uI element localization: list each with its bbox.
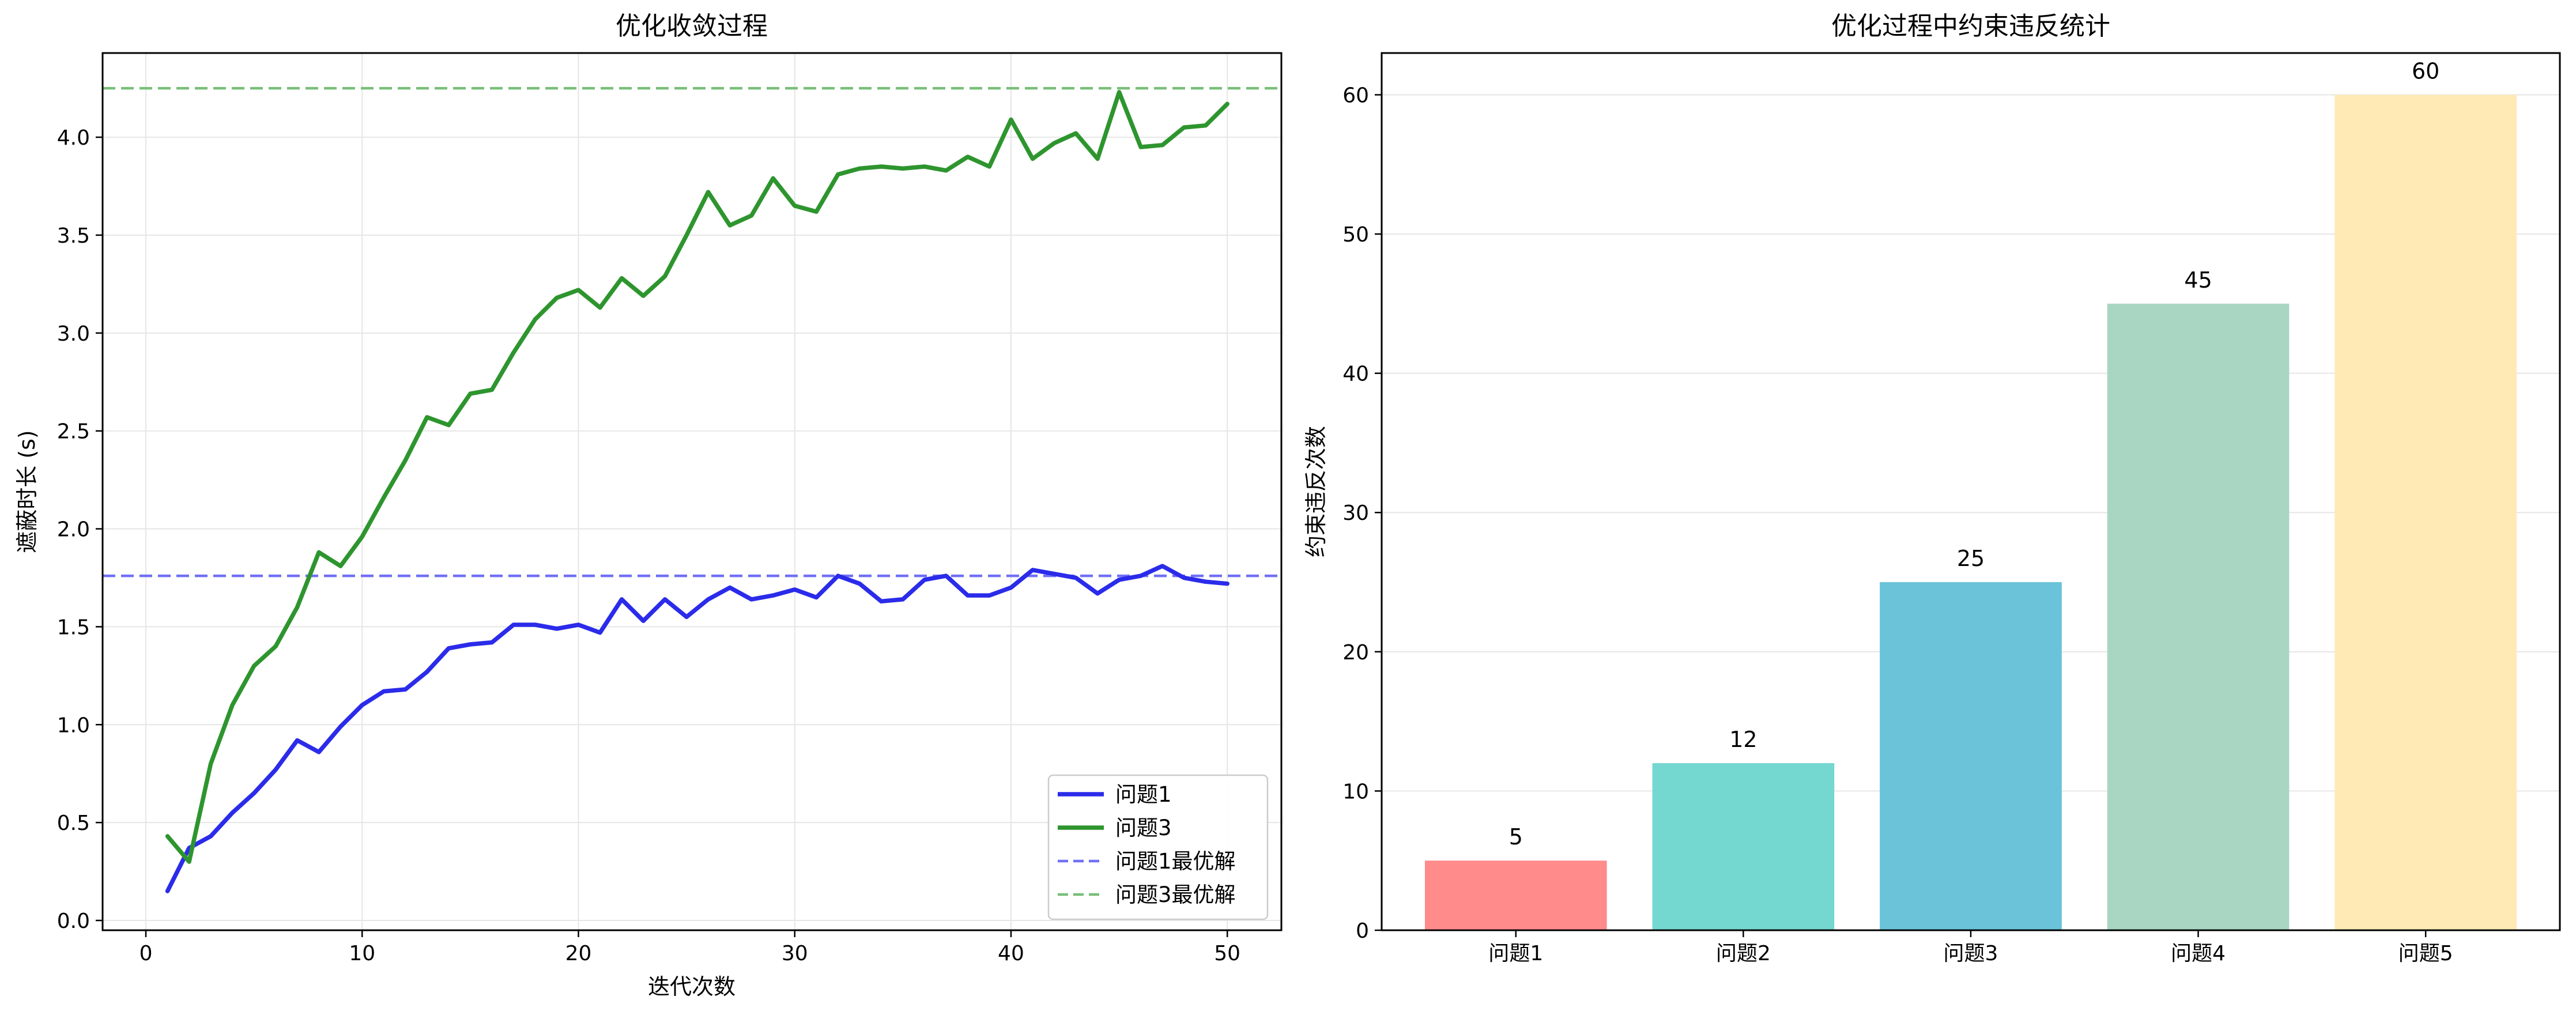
legend-label-3: 问题1最优解 [1115,849,1236,874]
legend-label-1: 问题1 [1115,782,1172,807]
y-tick-label: 30 [1342,501,1369,525]
bar-1 [1424,861,1607,930]
bar-value-label-3: 25 [1957,546,1985,571]
violations-x-ticks: 问题1 问题2 问题3 问题4 问题5 [1488,930,2453,965]
x-tick-label: 问题5 [2398,942,2453,965]
legend-label-4: 问题3最优解 [1115,882,1236,907]
x-tick-label: 20 [565,942,592,965]
convergence-y-ticks: 0.0 0.5 1.0 1.5 2.0 2.5 3.0 3.5 4.0 [57,126,103,933]
violations-chart-title: 优化过程中约束违反统计 [1831,12,2110,41]
legend-label-2: 问题3 [1115,816,1172,840]
y-tick-label: 1.0 [57,714,90,737]
convergence-x-ticks: 0 10 20 30 40 50 [139,930,1240,965]
x-tick-label: 问题4 [2171,942,2226,965]
bar-4 [2107,303,2290,930]
convergence-chart-title: 优化收敛过程 [616,12,768,41]
x-tick-label: 问题3 [1944,942,1998,965]
y-tick-label: 2.5 [57,420,90,444]
violations-y-ticks: 0 10 20 30 40 50 60 [1342,84,1382,943]
series-line-2 [165,90,1229,864]
x-tick-label: 30 [782,942,808,965]
y-tick-label: 60 [1342,84,1369,107]
y-tick-label: 40 [1342,363,1369,386]
bar-value-label-4: 45 [2184,267,2212,293]
convergence-x-axis-label: 迭代次数 [648,974,736,999]
bar-3 [1880,582,2062,930]
y-tick-label: 20 [1342,641,1369,665]
convergence-gridlines [103,53,1281,930]
y-tick-label: 0.0 [57,909,90,933]
x-tick-label: 10 [349,942,375,965]
convergence-y-axis-label: 遮蔽时长 (s) [14,430,40,553]
y-tick-label: 4.0 [57,126,90,150]
bar-2 [1652,763,1835,930]
y-tick-label: 3.5 [57,224,90,248]
y-tick-label: 2.0 [57,518,90,542]
bar-value-label-1: 5 [1509,824,1523,850]
violations-y-axis-label: 约束违反次数 [1303,426,1329,557]
y-tick-label: 0 [1356,919,1369,943]
y-tick-label: 3.0 [57,322,90,346]
convergence-chart: 0 10 20 30 40 50 0.00.51.01.52.02.53.03.54.0 … [14,12,1283,999]
x-tick-label: 40 [998,942,1024,965]
bar-value-label-5: 60 [2412,58,2439,84]
violations-bars [1424,95,2517,930]
y-tick-label: 50 [1342,223,1369,247]
convergence-series-lines [165,90,1229,893]
y-tick-label: 1.5 [57,616,90,639]
x-tick-label: 0 [139,942,153,965]
y-tick-label: 0.5 [57,812,90,835]
x-tick-label: 问题2 [1716,942,1771,965]
bar-5 [2334,95,2517,930]
convergence-reference-lines [103,86,1281,578]
y-tick-label: 10 [1342,780,1369,803]
x-tick-label: 50 [1214,942,1240,965]
series-line-1 [165,564,1229,893]
x-tick-label: 问题1 [1488,942,1543,965]
legend-box [1047,774,1269,920]
bar-value-label-2: 12 [1729,727,1757,752]
convergence-plot-frame [101,52,1283,931]
violations-data-labels: 5 12 25 45 60 [1509,58,2440,850]
